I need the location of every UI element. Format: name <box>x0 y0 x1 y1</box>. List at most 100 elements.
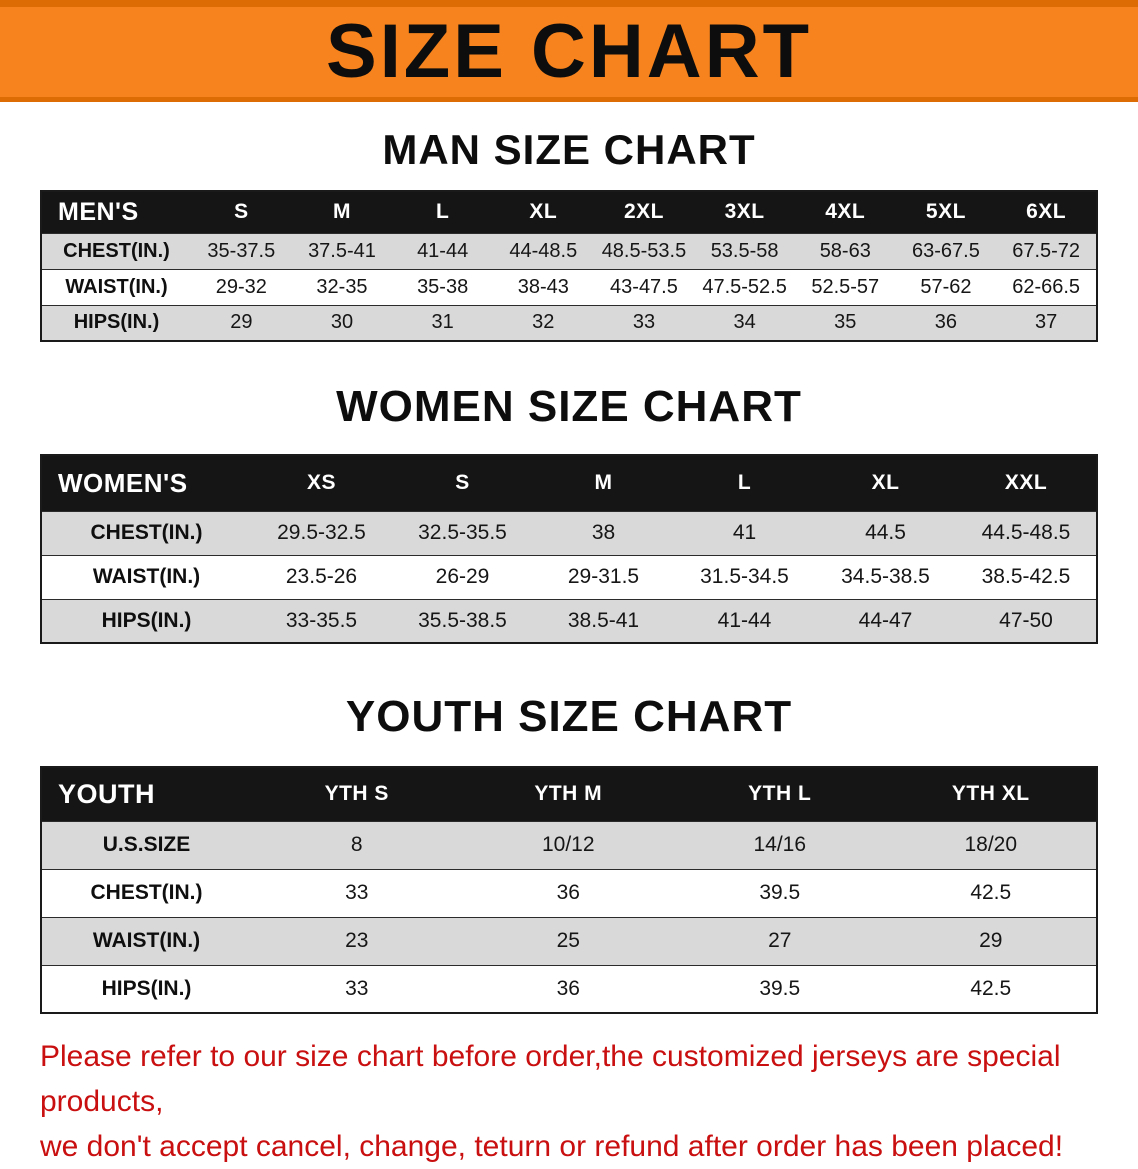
men-column-header: M <box>332 200 351 224</box>
youth-column-header: YTH M <box>534 782 603 806</box>
disclaimer-line-1: Please refer to our size chart before or… <box>40 1040 1061 1118</box>
measurement-row-label: CHEST(IN.) <box>90 521 203 544</box>
size-value-cell: 41-44 <box>717 608 772 632</box>
measurement-row-label: CHEST(IN.) <box>63 239 170 262</box>
size-value-cell: 52.5-57 <box>811 275 880 298</box>
size-value-cell: 44.5-48.5 <box>981 521 1071 544</box>
men-size-table: MEN'S S M L XL 2XL 3XL 4XL 5XL 6XL CHEST(IN.) 35-37… <box>40 190 1098 342</box>
size-value-cell: 39.5 <box>759 976 801 1000</box>
size-value-cell: 34.5-38.5 <box>841 565 930 588</box>
size-chart-banner: SIZE CHART <box>0 0 1138 102</box>
men-column-header: S <box>234 200 249 224</box>
size-value-cell: 58-63 <box>819 239 871 262</box>
size-value-cell: 32-35 <box>316 275 368 298</box>
size-value-cell: 63-67.5 <box>912 239 980 262</box>
men-column-header: 2XL <box>623 200 664 224</box>
men-column-header: 3XL <box>724 200 765 224</box>
size-value-cell: 29-32 <box>215 275 267 298</box>
size-value-cell: 29.5-32.5 <box>277 521 366 544</box>
men-size-section: MAN SIZE CHART MEN'S S M L XL 2XL 3XL 4XL 5XL 6XL… <box>0 126 1138 342</box>
youth-header-row: YOUTH YTH S YTH M YTH L YTH XL <box>41 767 1097 821</box>
size-value-cell: 36 <box>934 311 958 334</box>
size-value-cell: 29-31.5 <box>567 565 640 588</box>
youth-column-header: YTH XL <box>951 782 1030 806</box>
women-size-table: WOMEN'S XS S M L XL XXL CHEST(IN.) 29.5-32.5 32.5… <box>40 454 1098 644</box>
women-column-header: XS <box>306 471 336 495</box>
size-value-cell: 32 <box>532 311 555 334</box>
order-disclaimer: Please refer to our size chart before or… <box>40 1034 1124 1169</box>
youth-section-heading: YOUTH SIZE CHART <box>345 692 793 741</box>
size-value-cell: 44.5 <box>865 521 906 544</box>
men-table-title: MEN'S <box>58 197 139 226</box>
size-value-cell: 38.5-41 <box>567 608 640 632</box>
size-value-cell: 25 <box>556 929 580 952</box>
size-value-cell: 8 <box>350 833 363 856</box>
size-value-cell: 36 <box>556 976 580 1000</box>
size-value-cell: 38.5-42.5 <box>981 565 1071 588</box>
women-data-row: WAIST(IN.) 23.5-26 26-29 29-31.5 31.5-34.5 34… <box>41 555 1097 599</box>
size-value-cell: 14/16 <box>753 833 807 856</box>
size-value-cell: 33 <box>632 311 656 334</box>
men-data-row: WAIST(IN.) 29-32 32-35 35-38 38-43 43-47.5 47.… <box>41 269 1097 305</box>
men-column-header: XL <box>529 200 558 224</box>
page-title: SIZE CHART <box>326 9 812 94</box>
size-value-cell: 43-47.5 <box>610 275 678 298</box>
youth-data-row: HIPS(IN.) 33 36 39.5 42.5 <box>41 965 1097 1013</box>
disclaimer-line-2: we don't accept cancel, change, teturn o… <box>40 1130 1064 1163</box>
men-column-header: 4XL <box>825 200 866 224</box>
measurement-row-label: U.S.SIZE <box>102 833 191 856</box>
size-value-cell: 31 <box>431 311 454 334</box>
measurement-row-label: HIPS(IN.) <box>73 311 160 334</box>
size-value-cell: 23.5-26 <box>285 565 358 588</box>
youth-data-row: CHEST(IN.) 33 36 39.5 42.5 <box>41 869 1097 917</box>
women-column-header: M <box>594 471 613 495</box>
youth-data-row: U.S.SIZE 8 10/12 14/16 18/20 <box>41 821 1097 869</box>
women-column-header: XXL <box>1004 471 1048 495</box>
men-column-header: 5XL <box>925 200 966 224</box>
size-value-cell: 18/20 <box>964 833 1018 856</box>
size-value-cell: 29 <box>979 929 1003 952</box>
men-header-row: MEN'S S M L XL 2XL 3XL 4XL 5XL 6XL <box>41 191 1097 233</box>
size-value-cell: 62-66.5 <box>1012 275 1081 298</box>
size-value-cell: 35-38 <box>417 275 469 298</box>
size-value-cell: 37 <box>1035 311 1058 334</box>
size-value-cell: 44-48.5 <box>509 239 578 262</box>
size-value-cell: 26-29 <box>435 565 490 588</box>
size-value-cell: 34 <box>733 311 756 334</box>
women-size-section: WOMEN SIZE CHART WOMEN'S XS S M L XL XXL CHEST(… <box>0 382 1138 644</box>
measurement-row-label: WAIST(IN.) <box>65 275 168 298</box>
size-value-cell: 35 <box>834 311 857 334</box>
size-value-cell: 38-43 <box>517 275 569 298</box>
women-column-header: L <box>737 471 752 495</box>
size-value-cell: 32.5-35.5 <box>418 521 507 544</box>
youth-size-table: YOUTH YTH S YTH M YTH L YTH XL U.S.SIZE 8 10/12… <box>40 766 1098 1014</box>
youth-column-header: YTH L <box>748 782 812 806</box>
women-data-row: CHEST(IN.) 29.5-32.5 32.5-35.5 38 41 44.5 44.5… <box>41 511 1097 555</box>
size-value-cell: 31.5-34.5 <box>700 565 789 588</box>
women-data-row: HIPS(IN.) 33-35.5 35.5-38.5 38.5-41 41-44 44-… <box>41 599 1097 643</box>
size-value-cell: 27 <box>768 929 792 952</box>
size-value-cell: 67.5-72 <box>1012 239 1081 262</box>
size-value-cell: 30 <box>330 311 354 334</box>
women-section-heading: WOMEN SIZE CHART <box>336 382 802 431</box>
size-value-cell: 47-50 <box>999 608 1053 632</box>
measurement-row-label: WAIST(IN.) <box>92 565 201 588</box>
men-data-row: HIPS(IN.) 29 30 31 32 33 34 35 36 37 <box>41 305 1097 341</box>
size-value-cell: 36 <box>556 881 580 904</box>
size-value-cell: 41 <box>732 521 757 544</box>
size-value-cell: 35.5-38.5 <box>418 608 507 632</box>
size-value-cell: 57-62 <box>920 275 972 298</box>
men-data-row: CHEST(IN.) 35-37.5 37.5-41 41-44 44-48.5 48.5… <box>41 233 1097 269</box>
size-value-cell: 41-44 <box>417 239 469 262</box>
youth-size-section: YOUTH SIZE CHART YOUTH YTH S YTH M YTH L YTH… <box>0 692 1138 1014</box>
measurement-row-label: CHEST(IN.) <box>90 881 203 904</box>
size-value-cell: 53.5-58 <box>710 239 779 262</box>
size-value-cell: 42.5 <box>970 976 1012 1000</box>
men-section-heading: MAN SIZE CHART <box>382 126 756 173</box>
men-column-header: L <box>435 200 450 224</box>
measurement-row-label: WAIST(IN.) <box>92 929 201 952</box>
size-value-cell: 39.5 <box>759 881 801 904</box>
measurement-row-label: HIPS(IN.) <box>101 608 192 632</box>
size-value-cell: 23 <box>345 929 369 952</box>
